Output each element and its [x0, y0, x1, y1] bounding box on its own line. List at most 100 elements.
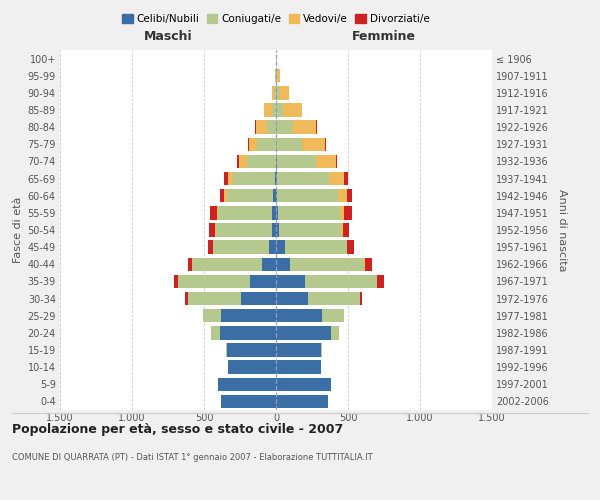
Bar	[247, 154, 276, 168]
Bar	[188, 258, 193, 271]
Bar	[344, 206, 352, 220]
Text: Popolazione per età, sesso e stato civile - 2007: Popolazione per età, sesso e stato civil…	[12, 422, 343, 436]
Bar	[269, 240, 276, 254]
Bar	[320, 344, 322, 356]
Text: Femmine: Femmine	[352, 30, 416, 43]
Bar	[233, 172, 275, 186]
Bar	[272, 104, 276, 117]
Bar	[274, 86, 276, 100]
Bar	[174, 274, 178, 288]
Bar	[229, 172, 233, 186]
Bar	[185, 292, 188, 306]
Bar	[341, 224, 343, 236]
Bar	[305, 274, 377, 288]
Bar	[336, 154, 337, 168]
Bar	[316, 154, 336, 168]
Bar	[343, 224, 349, 236]
Bar	[276, 104, 283, 117]
Bar	[276, 86, 279, 100]
Bar	[256, 120, 268, 134]
Bar	[279, 86, 289, 100]
Bar	[340, 206, 344, 220]
Bar	[272, 86, 274, 100]
Bar	[276, 206, 278, 220]
Bar	[277, 189, 338, 202]
Bar	[272, 224, 276, 236]
Bar	[237, 154, 239, 168]
Bar	[302, 138, 325, 151]
Bar	[227, 189, 273, 202]
Bar	[277, 69, 280, 82]
Bar	[220, 326, 276, 340]
Y-axis label: Fasce di età: Fasce di età	[13, 197, 23, 263]
Bar	[276, 172, 277, 186]
Bar	[268, 120, 276, 134]
Text: Maschi: Maschi	[143, 30, 193, 43]
Bar	[188, 292, 241, 306]
Bar	[224, 172, 229, 186]
Bar	[275, 172, 276, 186]
Bar	[277, 172, 329, 186]
Bar	[224, 189, 227, 202]
Bar	[218, 378, 276, 391]
Bar	[250, 274, 276, 288]
Bar	[275, 69, 276, 82]
Bar	[364, 258, 365, 271]
Bar	[308, 292, 359, 306]
Bar	[344, 172, 348, 186]
Bar	[293, 120, 316, 134]
Bar	[212, 240, 269, 254]
Bar	[218, 206, 272, 220]
Bar	[365, 258, 372, 271]
Bar	[276, 240, 284, 254]
Bar	[276, 274, 305, 288]
Bar	[276, 360, 320, 374]
Bar	[227, 344, 276, 356]
Bar	[178, 274, 250, 288]
Bar	[377, 274, 384, 288]
Bar	[248, 138, 257, 151]
Bar	[220, 189, 224, 202]
Bar	[255, 120, 256, 134]
Bar	[331, 326, 340, 340]
Bar	[239, 154, 247, 168]
Bar	[338, 189, 347, 202]
Bar	[276, 292, 308, 306]
Bar	[193, 258, 262, 271]
Bar	[276, 394, 328, 408]
Bar	[276, 344, 320, 356]
Bar	[265, 104, 272, 117]
Bar	[257, 138, 276, 151]
Bar	[329, 172, 344, 186]
Bar	[221, 309, 276, 322]
Bar	[226, 344, 227, 356]
Bar	[284, 240, 347, 254]
Bar	[211, 326, 220, 340]
Bar	[203, 309, 221, 322]
Bar	[276, 69, 277, 82]
Bar	[290, 258, 364, 271]
Bar	[276, 326, 331, 340]
Bar	[276, 120, 293, 134]
Bar	[359, 292, 362, 306]
Bar	[276, 309, 322, 322]
Bar	[322, 309, 344, 322]
Bar	[221, 394, 276, 408]
Bar	[279, 224, 341, 236]
Bar	[210, 206, 217, 220]
Bar	[347, 240, 355, 254]
Bar	[229, 360, 276, 374]
Bar	[276, 258, 290, 271]
Bar	[347, 189, 352, 202]
Bar	[277, 154, 316, 168]
Text: COMUNE DI QUARRATA (PT) - Dati ISTAT 1° gennaio 2007 - Elaborazione TUTTITALIA.I: COMUNE DI QUARRATA (PT) - Dati ISTAT 1° …	[12, 452, 373, 462]
Bar	[209, 224, 215, 236]
Bar	[316, 120, 317, 134]
Bar	[325, 138, 326, 151]
Legend: Celibi/Nubili, Coniugati/e, Vedovi/e, Divorziati/e: Celibi/Nubili, Coniugati/e, Vedovi/e, Di…	[118, 10, 434, 29]
Bar	[276, 378, 331, 391]
Bar	[273, 189, 276, 202]
Bar	[262, 258, 276, 271]
Bar	[208, 240, 212, 254]
Bar	[215, 224, 272, 236]
